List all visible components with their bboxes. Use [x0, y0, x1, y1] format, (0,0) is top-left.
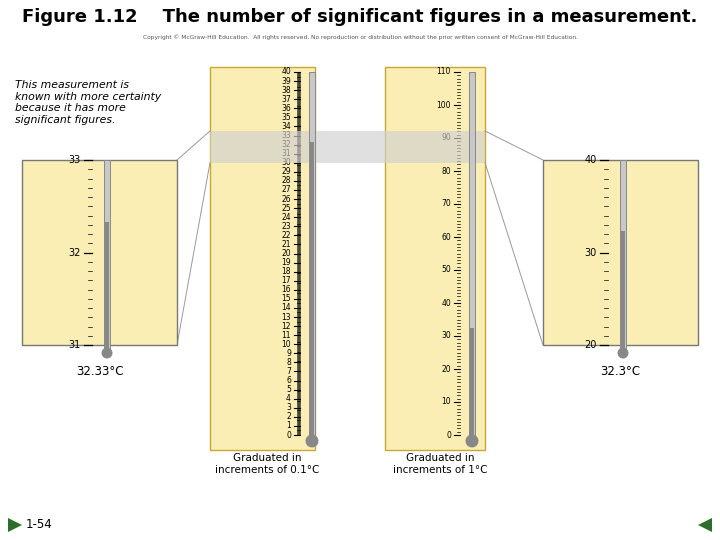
- Text: 19: 19: [282, 258, 291, 267]
- Text: 60: 60: [441, 233, 451, 241]
- Text: 20: 20: [282, 249, 291, 258]
- Text: 25: 25: [282, 204, 291, 213]
- Text: 15: 15: [282, 294, 291, 303]
- Text: 0: 0: [446, 430, 451, 440]
- Bar: [104, 160, 110, 350]
- Text: 35: 35: [282, 113, 291, 122]
- Text: 18: 18: [282, 267, 291, 276]
- Text: 6: 6: [286, 376, 291, 385]
- Text: 30: 30: [585, 247, 597, 258]
- Bar: [105, 222, 109, 349]
- Text: 1-54: 1-54: [26, 518, 53, 531]
- Bar: [621, 231, 625, 349]
- Text: 50: 50: [441, 266, 451, 274]
- Text: 100: 100: [436, 100, 451, 110]
- Text: 90: 90: [441, 133, 451, 143]
- Text: Graduated in
increments of 1°C: Graduated in increments of 1°C: [392, 453, 487, 475]
- Text: 5: 5: [286, 385, 291, 394]
- Text: 29: 29: [282, 167, 291, 177]
- Text: 31: 31: [68, 340, 81, 350]
- Text: 21: 21: [282, 240, 291, 249]
- Text: 20: 20: [441, 364, 451, 374]
- Bar: [385, 67, 485, 450]
- Bar: [543, 160, 698, 345]
- Text: 32.33°C: 32.33°C: [76, 365, 123, 378]
- Bar: [22, 160, 177, 345]
- Text: 80: 80: [441, 166, 451, 176]
- Text: 40: 40: [585, 155, 597, 165]
- Text: Copyright © McGraw-Hill Education.  All rights reserved. No reproduction or dist: Copyright © McGraw-Hill Education. All r…: [143, 34, 577, 40]
- Text: Figure 1.12    The number of significant figures in a measurement.: Figure 1.12 The number of significant fi…: [22, 8, 698, 26]
- Text: This measurement is
known with more certainty
because it has more
significant fi: This measurement is known with more cert…: [15, 80, 161, 125]
- Text: 34: 34: [282, 122, 291, 131]
- Bar: [620, 160, 626, 350]
- Text: 8: 8: [287, 358, 291, 367]
- Text: 31: 31: [282, 149, 291, 158]
- Text: 32: 32: [68, 247, 81, 258]
- Text: 26: 26: [282, 194, 291, 204]
- Text: 17: 17: [282, 276, 291, 285]
- Text: 23: 23: [282, 222, 291, 231]
- Text: 24: 24: [282, 213, 291, 222]
- Text: 40: 40: [441, 299, 451, 307]
- Text: 3: 3: [286, 403, 291, 412]
- Text: 13: 13: [282, 313, 291, 321]
- Text: 30: 30: [282, 158, 291, 167]
- Text: 7: 7: [286, 367, 291, 376]
- Text: 10: 10: [282, 340, 291, 349]
- Text: 20: 20: [585, 340, 597, 350]
- Text: 70: 70: [441, 199, 451, 208]
- Circle shape: [102, 348, 112, 358]
- Text: 16: 16: [282, 285, 291, 294]
- Text: 1: 1: [287, 421, 291, 430]
- Text: 38: 38: [282, 86, 291, 94]
- Text: 28: 28: [282, 177, 291, 185]
- Circle shape: [306, 435, 318, 447]
- Bar: [309, 72, 315, 441]
- Text: 32.3°C: 32.3°C: [600, 365, 641, 378]
- Text: 40: 40: [282, 68, 291, 77]
- Circle shape: [466, 435, 478, 447]
- Text: 11: 11: [282, 330, 291, 340]
- Text: 10: 10: [441, 397, 451, 407]
- Text: 2: 2: [287, 413, 291, 421]
- Text: 14: 14: [282, 303, 291, 313]
- Polygon shape: [698, 518, 712, 532]
- Text: 12: 12: [282, 322, 291, 330]
- Text: 37: 37: [282, 94, 291, 104]
- Text: 33: 33: [282, 131, 291, 140]
- Text: 110: 110: [436, 68, 451, 77]
- Text: 39: 39: [282, 77, 291, 85]
- Text: 36: 36: [282, 104, 291, 113]
- Text: Graduated in
increments of 0.1°C: Graduated in increments of 0.1°C: [215, 453, 320, 475]
- Text: 27: 27: [282, 185, 291, 194]
- Text: 0: 0: [286, 430, 291, 440]
- Bar: [469, 72, 475, 441]
- Bar: [310, 141, 314, 440]
- Text: 4: 4: [286, 394, 291, 403]
- Circle shape: [618, 348, 628, 358]
- Text: 9: 9: [286, 349, 291, 358]
- Bar: [210, 131, 485, 163]
- Text: 33: 33: [68, 155, 81, 165]
- Text: 30: 30: [441, 332, 451, 341]
- Bar: [210, 67, 315, 450]
- Bar: [470, 328, 474, 440]
- Text: 32: 32: [282, 140, 291, 149]
- Text: 22: 22: [282, 231, 291, 240]
- Polygon shape: [8, 518, 22, 532]
